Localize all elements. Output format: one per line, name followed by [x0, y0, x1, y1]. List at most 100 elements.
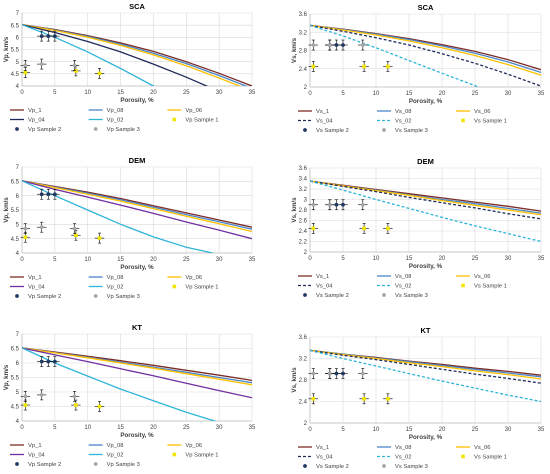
sample-marker-circle [72, 63, 77, 68]
y-tick-label: 5.5 [11, 208, 20, 214]
x-tick-label: 30 [505, 91, 512, 97]
sample-marker-circle [334, 202, 339, 207]
y-tick-label: 7 [16, 165, 20, 171]
sample-marker-circle [39, 62, 44, 66]
legend-swatch-square [172, 117, 177, 122]
x-tick-label: 10 [84, 257, 91, 263]
series-line-vp-02 [22, 180, 213, 253]
x-tick-label: 0 [20, 425, 24, 431]
y-tick-label: 2.2 [299, 240, 308, 246]
legend: Vs_1 Vs_08 Vs_06 Vs_04 Vs_02 Vs Sample 1 Vs Sa… [298, 445, 507, 470]
x-tick-label: 25 [472, 91, 479, 97]
legend-label: Vs Sample 1 [474, 119, 507, 125]
series-line-vp-08 [22, 24, 248, 86]
y-tick-label: 3.6 [299, 335, 308, 341]
legend-label: Vp_08 [107, 275, 124, 281]
chart-title: SCA [129, 2, 145, 11]
y-tick-label: 3.2 [299, 30, 308, 36]
y-tick-label: 7 [16, 11, 20, 17]
legend-label: Vp Sample 2 [28, 294, 61, 300]
sample-marker-circle [341, 43, 345, 47]
x-tick-label: 35 [538, 91, 545, 97]
legend: Vp_1 Vp_08 Vp_06 Vp_04 Vp_02 Vp Sample 1 Vp Sa… [10, 275, 219, 300]
y-tick-label: 4 [16, 251, 20, 257]
sample-marker-circle [46, 192, 51, 197]
y-tick-label: 5.5 [11, 48, 20, 54]
x-tick-label: 25 [183, 257, 190, 263]
legend-swatch-square [461, 283, 465, 288]
legend-swatch-circle [15, 294, 19, 298]
legend-label: Vs_08 [395, 274, 411, 280]
sample-marker-square [23, 403, 28, 407]
x-tick-label: 35 [249, 425, 256, 431]
y-tick-label: 2.8 [299, 378, 308, 384]
legend-label: Vp Sample 1 [185, 285, 218, 291]
x-axis-label: Porosity, % [409, 98, 443, 105]
y-tick-label: 2 [304, 85, 308, 91]
chart-title: DEM [417, 157, 434, 166]
x-tick-label: 10 [84, 90, 91, 96]
sample-marker-circle [334, 43, 339, 47]
legend-label: Vs Sample 2 [316, 464, 349, 470]
legend-swatch-circle [382, 128, 386, 132]
legend-swatch-circle [303, 464, 307, 468]
y-tick-label: 3.6 [299, 166, 308, 172]
y-tick-label: 2.4 [299, 229, 308, 235]
sample-marker-square [362, 64, 366, 69]
sample-marker-circle [341, 371, 345, 376]
y-tick-label: 2.4 [299, 400, 308, 406]
x-tick-label: 20 [439, 91, 446, 97]
legend-label: Vs Sample 2 [316, 293, 349, 299]
sample-marker-circle [52, 359, 57, 364]
chart-title: DEM [129, 156, 146, 165]
sample-marker-circle [52, 192, 57, 197]
chart-title: KT [132, 323, 142, 332]
x-axis-label: Porosity, % [409, 263, 443, 270]
sample-marker-circle [39, 359, 44, 364]
y-tick-label: 3 [304, 198, 308, 204]
sample-marker-square [386, 226, 390, 231]
sample-marker-circle [327, 43, 332, 47]
sample-marker-circle [311, 371, 316, 376]
sample-marker-square [97, 404, 102, 409]
sample-marker-square [362, 226, 366, 231]
x-tick-label: 20 [150, 90, 157, 96]
legend-label: Vs_04 [316, 284, 333, 290]
y-tick-label: 5 [16, 60, 20, 66]
y-tick-label: 2.4 [299, 67, 308, 73]
x-tick-label: 25 [472, 427, 479, 433]
y-axis-label: Vp, km/s [3, 36, 10, 62]
y-tick-label: 6.5 [11, 347, 20, 353]
x-tick-label: 10 [373, 256, 380, 262]
y-tick-label: 3.4 [299, 177, 308, 183]
x-tick-label: 20 [439, 256, 446, 262]
legend-label: Vs_02 [395, 119, 411, 125]
legend-label: Vp Sample 3 [107, 294, 140, 300]
y-tick-label: 7 [16, 332, 20, 338]
legend: Vs_1 Vs_08 Vs_06 Vs_04 Vs_02 Vs Sample 1 Vs Sa… [298, 109, 507, 134]
x-tick-label: 30 [505, 256, 512, 262]
legend-label: Vp_02 [107, 285, 124, 291]
legend-label: Vs_06 [474, 445, 490, 451]
sample-marker-square [97, 71, 102, 76]
legend-swatch-circle [93, 462, 98, 466]
y-tick-label: 4.5 [11, 405, 20, 411]
legend-swatch-square [461, 118, 465, 123]
x-tick-label: 25 [472, 256, 479, 262]
legend-label: Vp_02 [107, 118, 124, 124]
legend-label: Vp Sample 3 [107, 127, 140, 133]
x-tick-label: 20 [439, 427, 446, 433]
y-tick-label: 2.8 [299, 49, 308, 55]
y-axis-label: Vp, km/s [3, 197, 10, 223]
y-tick-label: 4.5 [11, 72, 20, 78]
legend: Vp_1 Vp_08 Vp_06 Vp_04 Vp_02 Vp Sample 1 Vp Sa… [10, 108, 219, 133]
y-tick-label: 4 [16, 84, 20, 90]
legend-swatch-circle [303, 128, 307, 132]
x-tick-label: 15 [117, 425, 124, 431]
series-line-vs-06 [310, 180, 541, 216]
sample-marker-square [311, 64, 316, 69]
series-line-vs-04 [310, 349, 541, 384]
x-tick-label: 10 [373, 427, 380, 433]
legend-label: Vp_06 [185, 443, 202, 449]
